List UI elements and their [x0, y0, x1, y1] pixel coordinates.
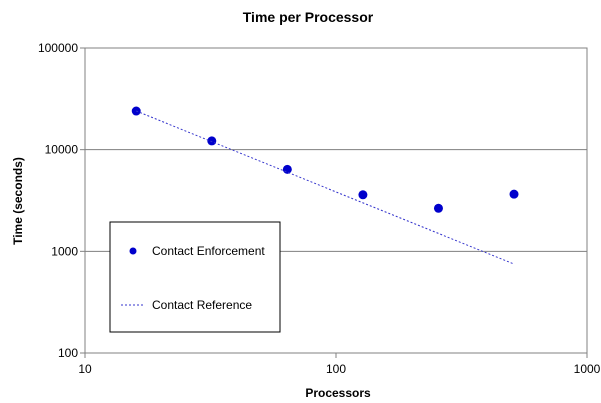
chart-title: Time per Processor — [243, 9, 374, 25]
y-tick-label-3: 100000 — [38, 41, 78, 55]
x-tick-label-2: 1000 — [574, 362, 601, 376]
legend-box — [109, 221, 281, 333]
data-point-2 — [282, 164, 292, 174]
y-tick-label-1: 1000 — [51, 244, 78, 258]
data-point-3 — [358, 190, 368, 200]
data-point-1 — [207, 136, 217, 146]
legend: Contact Enforcement Contact Reference — [109, 221, 281, 333]
data-point-4 — [433, 203, 443, 213]
y-tick-label-0: 100 — [58, 346, 78, 360]
x-axis-title: Processors — [305, 386, 371, 398]
y-tick-label-2: 10000 — [45, 143, 79, 157]
legend-label-0: Contact Enforcement — [152, 244, 265, 258]
x-tick-label-0: 10 — [78, 362, 92, 376]
legend-swatch-contact-enforcement — [129, 247, 137, 255]
legend-label-1: Contact Reference — [152, 298, 252, 312]
data-point-5 — [509, 189, 519, 199]
y-axis-title: Time (seconds) — [11, 157, 25, 245]
x-tick-label-1: 100 — [326, 362, 346, 376]
